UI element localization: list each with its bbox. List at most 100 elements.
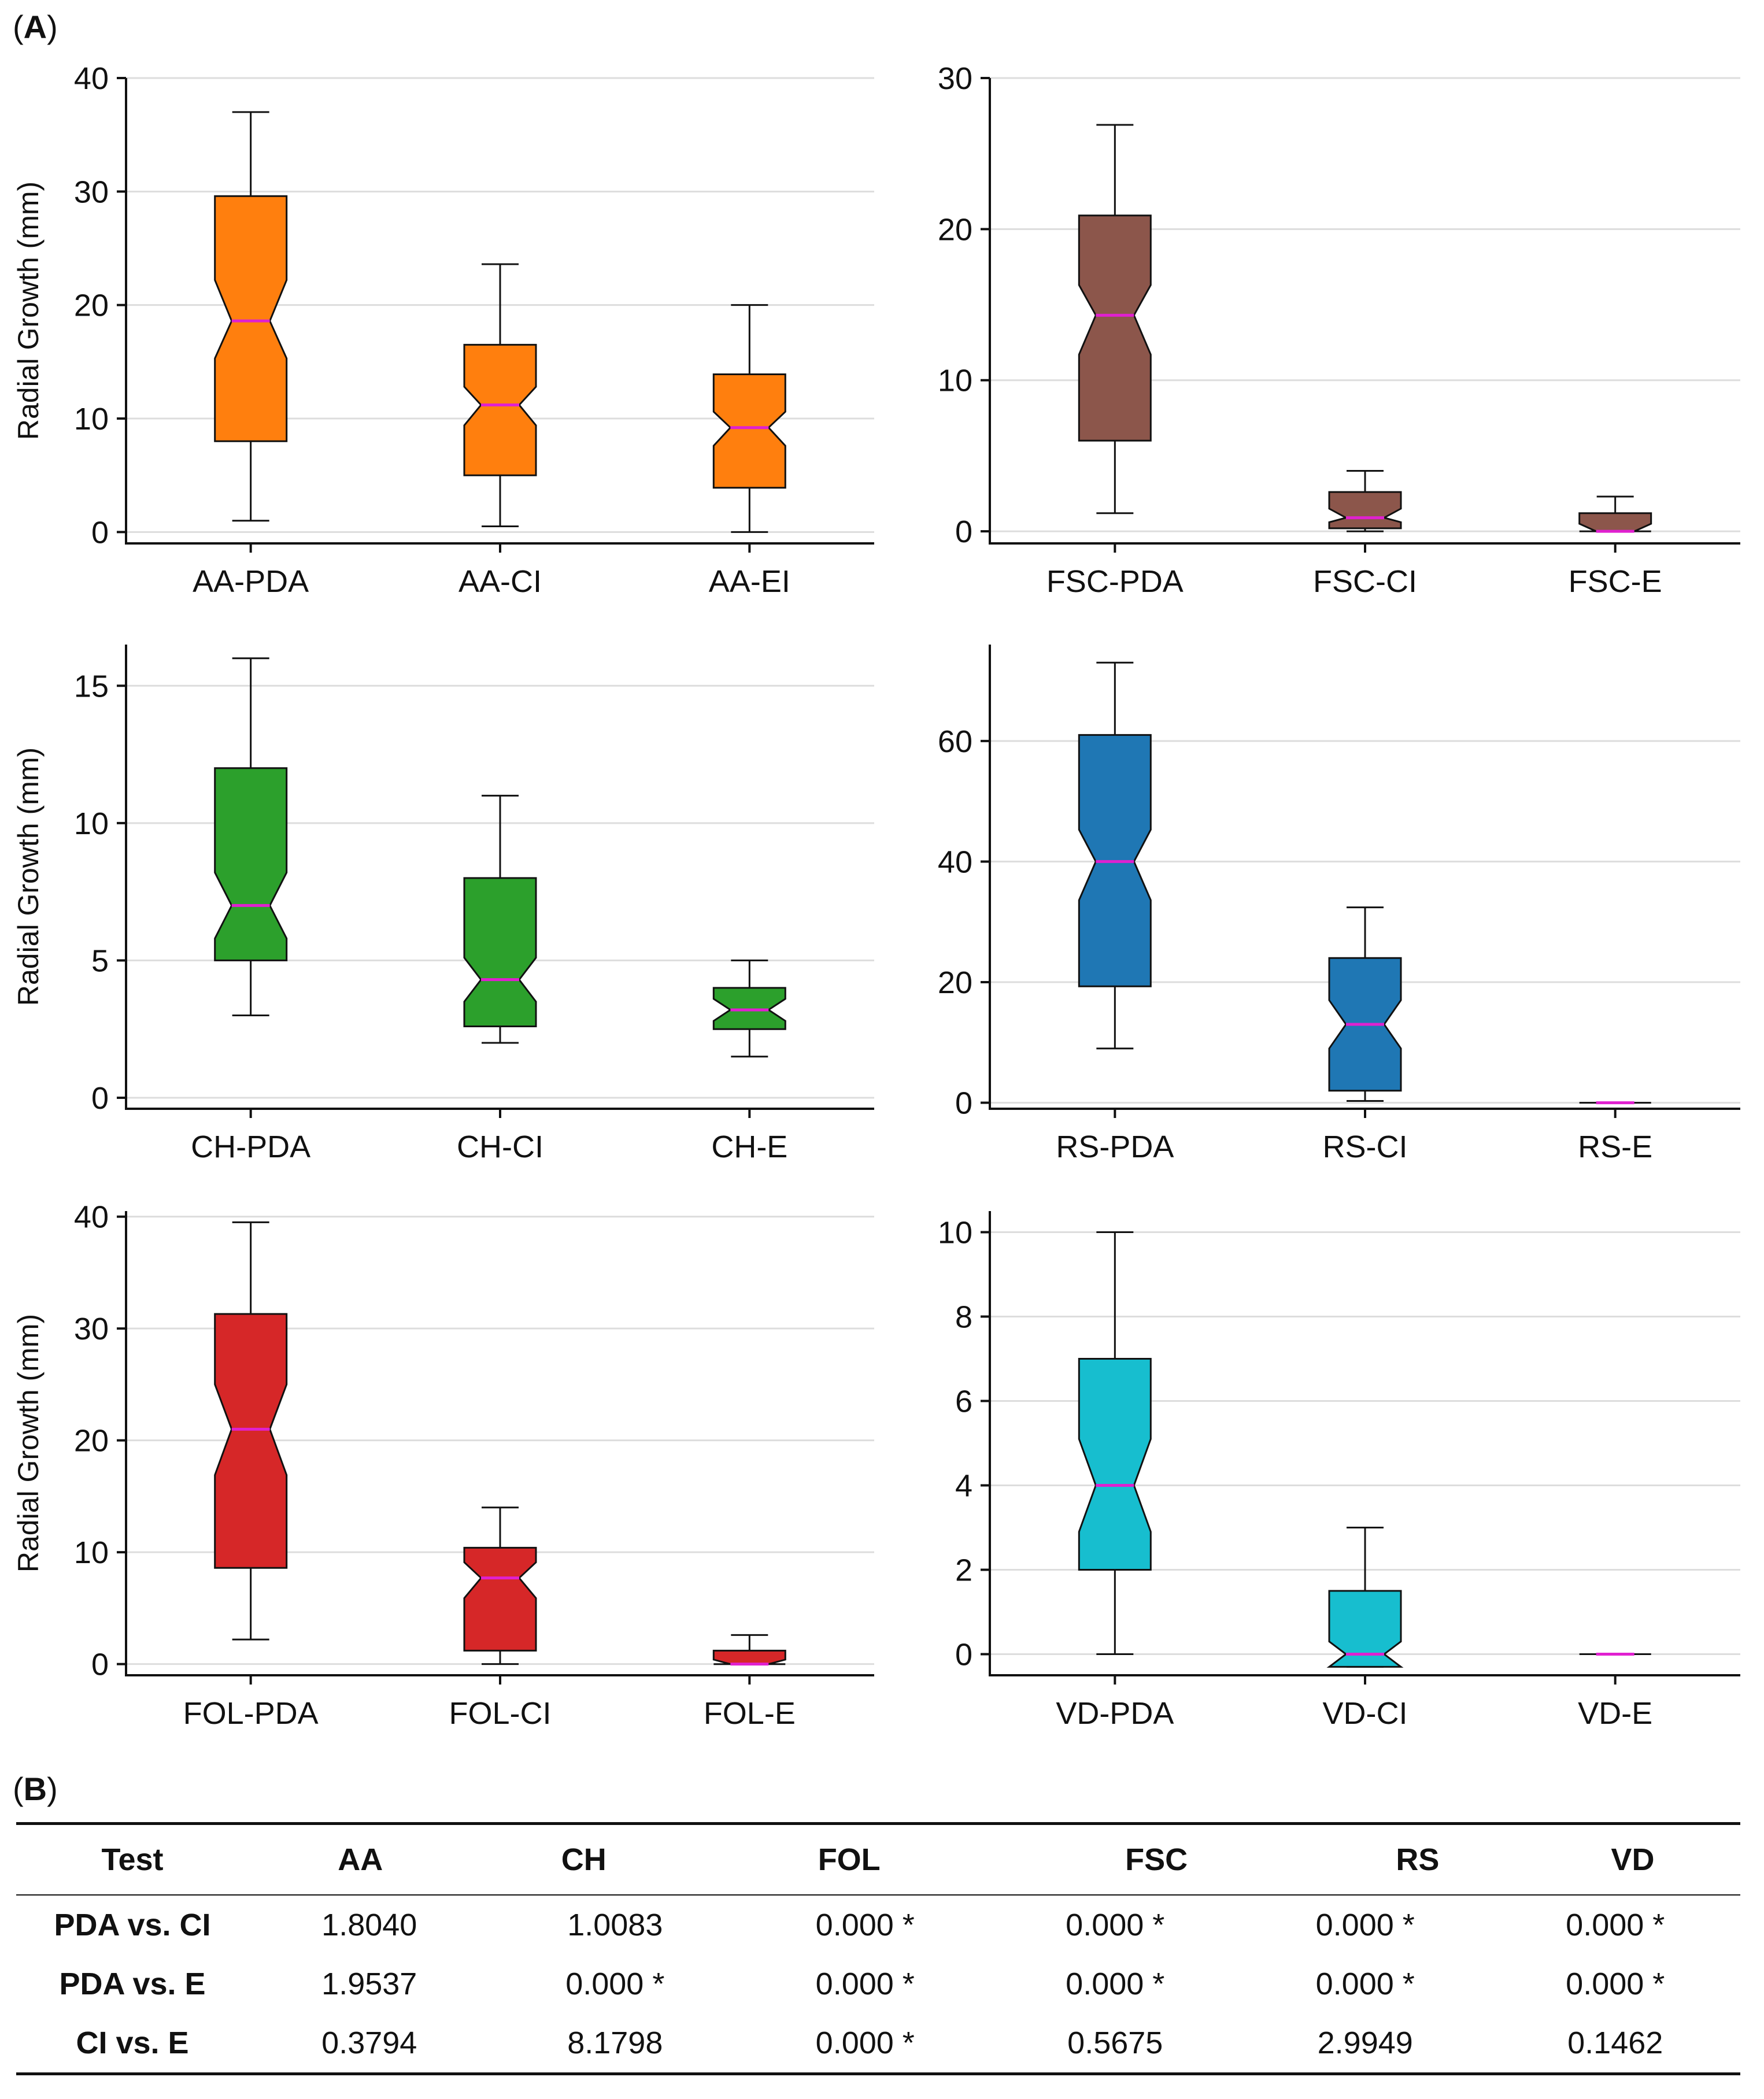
x-tick-label: VD-CI — [1323, 1696, 1408, 1731]
table-cell: 1.9537 — [321, 1967, 417, 2001]
table-cell: 0.000 * — [565, 1967, 665, 2001]
y-tick-label: 30 — [938, 61, 972, 96]
table-bottom-rule — [16, 2072, 1740, 2075]
table-cell: 8.1798 — [567, 2026, 663, 2060]
y-axis-label: Radial Growth (mm) — [12, 1314, 45, 1572]
table-cell: 0.000 * — [1315, 1908, 1415, 1942]
y-tick-label: 40 — [938, 845, 972, 879]
row-label: CI vs. E — [76, 2026, 189, 2060]
table-cell: 0.000 * — [815, 1908, 915, 1942]
x-tick-label: FSC-PDA — [1046, 564, 1184, 599]
header-ch: CH — [561, 1842, 607, 1877]
header-test: Test — [101, 1842, 164, 1877]
y-tick-label: 0 — [91, 1648, 109, 1682]
notched-box — [1326, 1590, 1404, 1668]
header-rs: RS — [1396, 1842, 1440, 1877]
y-tick-label: 10 — [74, 1535, 109, 1570]
y-tick-label: 60 — [938, 724, 972, 759]
x-tick-label: CH-CI — [457, 1130, 543, 1164]
notched-box — [712, 1649, 786, 1665]
table-header-rule — [16, 1894, 1740, 1896]
table-header-row: Test AA CH FOL FSC RS VD — [16, 1825, 1740, 1894]
y-tick-label: 20 — [74, 1424, 109, 1458]
x-tick-label: AA-CI — [458, 564, 542, 599]
y-tick-label: 10 — [74, 402, 109, 436]
x-tick-label: VD-PDA — [1056, 1696, 1174, 1731]
y-tick-label: 0 — [955, 1638, 972, 1672]
header-fsc: FSC — [1125, 1842, 1188, 1877]
y-tick-label: 20 — [938, 212, 972, 247]
table-cell: 0.000 * — [1066, 1908, 1165, 1942]
table-cell: 0.000 * — [815, 2026, 915, 2060]
table-top-rule — [16, 1822, 1740, 1825]
x-tick-label: VD-E — [1578, 1696, 1652, 1731]
notched-box — [1078, 214, 1152, 442]
stats-table: Test AA CH FOL FSC RS VD — [16, 1825, 1740, 1894]
x-tick-label: FOL-PDA — [183, 1696, 319, 1731]
y-tick-label: 2 — [955, 1553, 972, 1588]
y-tick-label: 10 — [74, 806, 109, 841]
table-cell: 0.000 * — [1566, 1967, 1665, 2001]
y-tick-label: 20 — [74, 288, 109, 323]
table-cell: 1.8040 — [321, 1908, 417, 1942]
table-row: PDA vs. CI 1.8040 1.0083 0.000 * 0.000 *… — [16, 1896, 1740, 1954]
row-label: PDA vs. E — [59, 1967, 206, 2001]
y-tick-label: 30 — [74, 175, 109, 209]
table-cell: 0.000 * — [815, 1967, 915, 2001]
notched-box — [214, 195, 288, 442]
table-cell: 0.000 * — [1066, 1967, 1165, 2001]
x-tick-label: RS-E — [1578, 1130, 1652, 1164]
table-cell: 1.0083 — [567, 1908, 663, 1942]
notched-box — [1578, 512, 1652, 532]
notched-box — [1328, 491, 1402, 530]
y-tick-label: 0 — [91, 515, 109, 550]
notched-box — [463, 343, 537, 476]
y-tick-label: 10 — [938, 1216, 972, 1250]
y-tick-label: 0 — [955, 1086, 972, 1121]
notched-box — [463, 1546, 537, 1652]
x-tick-label: FSC-CI — [1313, 564, 1417, 599]
table-row: CI vs. E 0.3794 8.1798 0.000 * 0.5675 2.… — [16, 2013, 1740, 2072]
header-fol: FOL — [818, 1842, 881, 1877]
y-tick-label: 10 — [938, 364, 972, 398]
y-tick-label: 20 — [938, 965, 972, 1000]
x-tick-label: CH-PDA — [191, 1130, 310, 1164]
table-cell: 0.1462 — [1567, 2026, 1663, 2060]
notched-box — [214, 1313, 288, 1569]
x-tick-label: CH-E — [711, 1130, 787, 1164]
header-aa: AA — [338, 1842, 383, 1877]
x-tick-label: RS-PDA — [1056, 1130, 1174, 1164]
y-tick-label: 0 — [91, 1081, 109, 1116]
table-row: PDA vs. E 1.9537 0.000 * 0.000 * 0.000 *… — [16, 1954, 1740, 2013]
table-cell: 0.000 * — [1566, 1908, 1665, 1942]
notched-box — [712, 373, 786, 489]
y-tick-label: 30 — [74, 1312, 109, 1346]
table-cell: 2.9949 — [1317, 2026, 1413, 2060]
y-tick-label: 4 — [955, 1469, 972, 1504]
y-axis-label: Radial Growth (mm) — [12, 747, 45, 1006]
notched-box — [463, 877, 537, 1027]
x-tick-label: RS-CI — [1323, 1130, 1408, 1164]
y-tick-label: 5 — [91, 943, 109, 978]
table-cell: 0.5675 — [1067, 2026, 1163, 2060]
notched-box — [214, 767, 288, 961]
y-tick-label: 0 — [955, 514, 972, 549]
stats-table-body: PDA vs. CI 1.8040 1.0083 0.000 * 0.000 *… — [16, 1896, 1740, 2072]
x-tick-label: FOL-CI — [449, 1696, 551, 1731]
x-tick-label: AA-PDA — [193, 564, 309, 599]
header-vd: VD — [1611, 1842, 1655, 1877]
y-tick-label: 15 — [74, 669, 109, 704]
x-tick-label: FOL-E — [704, 1696, 796, 1731]
y-tick-label: 6 — [955, 1384, 972, 1419]
y-axis-label: Radial Growth (mm) — [12, 182, 45, 440]
table-cell: 0.000 * — [1315, 1967, 1415, 2001]
x-tick-label: AA-EI — [709, 564, 790, 599]
y-tick-label: 40 — [74, 61, 109, 96]
stats-table-wrap: Test AA CH FOL FSC RS VD PDA vs. CI 1.80… — [16, 1822, 1740, 2075]
x-tick-label: FSC-E — [1569, 564, 1662, 599]
panel-label-b: (B) — [13, 1771, 58, 1807]
panel-label-a: (A) — [13, 9, 58, 45]
row-label: PDA vs. CI — [54, 1908, 211, 1942]
y-tick-label: 40 — [74, 1200, 109, 1235]
